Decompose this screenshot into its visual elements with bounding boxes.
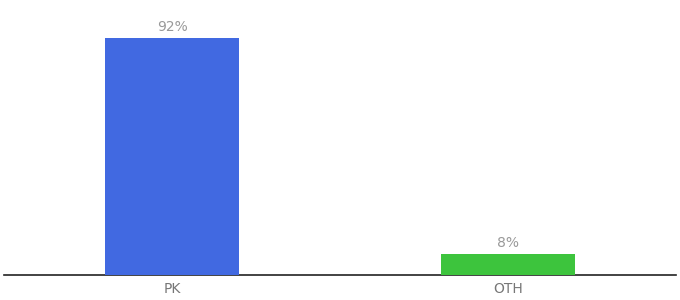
Bar — [441, 254, 575, 275]
Bar — [105, 38, 239, 275]
Text: 92%: 92% — [156, 20, 188, 34]
Text: 8%: 8% — [497, 236, 519, 250]
